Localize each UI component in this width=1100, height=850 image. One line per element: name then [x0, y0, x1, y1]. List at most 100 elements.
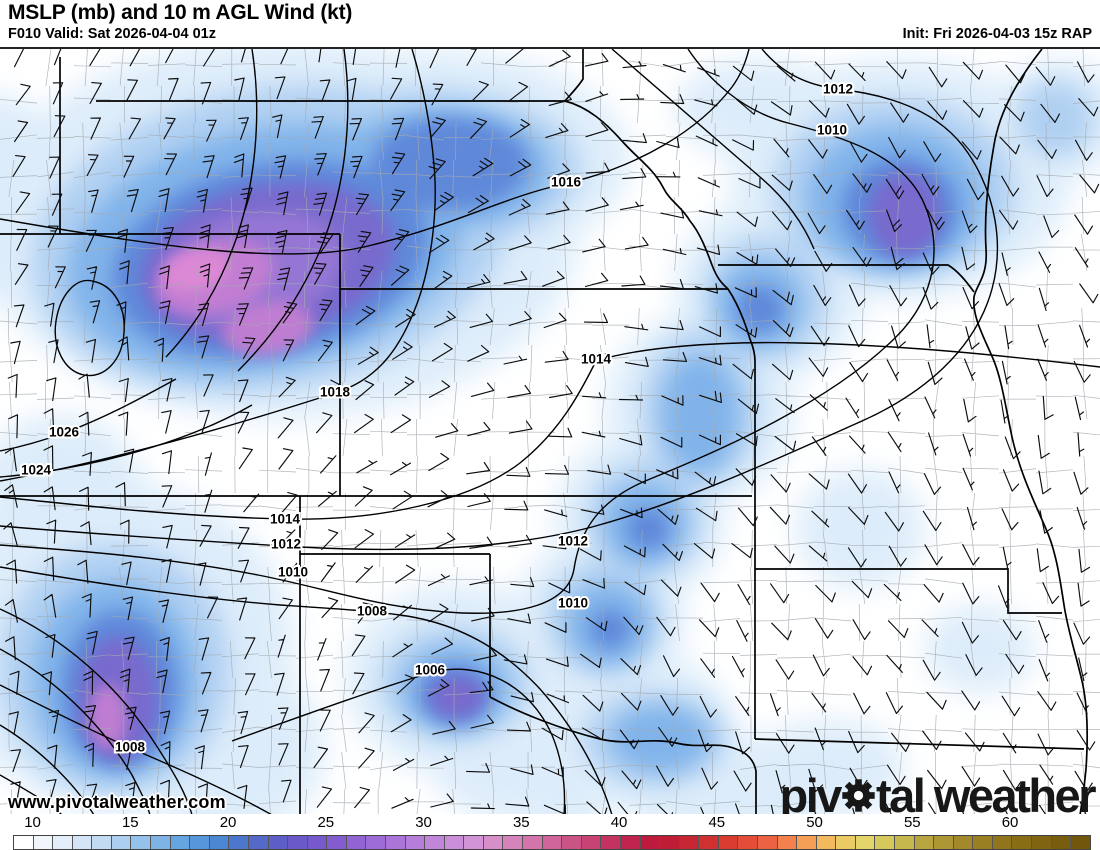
- colorbar-cell: [247, 836, 268, 849]
- pivotal-weather-logo: piv tal weather: [779, 768, 1097, 816]
- contour-label: 1010: [558, 596, 588, 611]
- contour-label: 1006: [415, 663, 446, 678]
- logo-text-right: tal weather: [875, 768, 1097, 816]
- colorbar-ticks: 10 15 20 25 30 35 40 45 50 55 60: [0, 814, 1100, 834]
- colorbar-cell: [952, 836, 973, 849]
- colorbar-cell: [306, 836, 327, 849]
- colorbar-cell: [287, 836, 307, 849]
- colorbar-cell: [52, 836, 72, 849]
- logo-text-left: piv: [779, 768, 843, 816]
- contour-label: 1018: [320, 385, 351, 400]
- county-grid-layer: [0, 49, 1100, 815]
- colorbar-cell: [522, 836, 542, 849]
- contour-label: 1026: [49, 425, 80, 440]
- colorbar-cell: [130, 836, 151, 849]
- watermark: www.pivotalweather.com: [8, 792, 226, 812]
- colorbar-tick: 55: [903, 814, 921, 831]
- map-canvas: 1016 1012 1010 1014 1018 1026 1024 1014 1012 1010…: [0, 47, 1100, 816]
- contour-label: 1012: [558, 534, 588, 549]
- wind-barbs-layer: [3, 49, 1100, 815]
- contour-label: 1024: [21, 463, 52, 478]
- colorbar-cell: [796, 836, 816, 849]
- colorbar-tick: 60: [1001, 814, 1019, 831]
- colorbar-cell: [698, 836, 718, 849]
- gear-icon: [840, 777, 877, 815]
- contour-label: 1014: [270, 512, 301, 527]
- colorbar-cell: [228, 836, 248, 849]
- colorbar-cell: [1050, 836, 1071, 849]
- colorbar-tick: 40: [610, 814, 628, 831]
- contour-label: 1012: [823, 82, 853, 97]
- colorbar-cell: [541, 836, 562, 849]
- colorbar-cell: [110, 836, 131, 849]
- colorbar-cell: [894, 836, 914, 849]
- contour-labels-layer: 1016 1012 1010 1014 1018 1026 1024 1014 1012 1010…: [19, 80, 855, 757]
- page-title: MSLP (mb) and 10 m AGL Wind (kt): [8, 1, 353, 24]
- colorbar-cell: [71, 836, 92, 849]
- colorbar-cells: [13, 835, 1091, 850]
- map-header: MSLP (mb) and 10 m AGL Wind (kt) F010 Va…: [0, 0, 1100, 47]
- contour-label: 1010: [278, 565, 308, 580]
- wind-speed-colorbar: 10 15 20 25 30 35 40 45 50 55 60: [0, 814, 1100, 850]
- colorbar-tick: 30: [415, 814, 432, 831]
- colorbar-cell: [874, 836, 895, 849]
- colorbar-cell: [150, 836, 170, 849]
- colorbar-tick: 35: [512, 814, 530, 831]
- colorbar-cell: [1070, 836, 1090, 849]
- colorbar-cell: [835, 836, 855, 849]
- colorbar-cell: [815, 836, 836, 849]
- contour-label: 1016: [551, 175, 582, 190]
- colorbar-cell: [619, 836, 640, 849]
- colorbar-cell: [561, 836, 581, 849]
- model-init-label: Init: Fri 2026-04-03 15z RAP: [902, 26, 1092, 42]
- colorbar-cell: [463, 836, 483, 849]
- colorbar-cell: [384, 836, 405, 849]
- colorbar-cell: [482, 836, 503, 849]
- colorbar-cell: [1031, 836, 1051, 849]
- colorbar-cell: [913, 836, 934, 849]
- colorbar-cell: [502, 836, 523, 849]
- colorbar-tick: 15: [121, 814, 139, 831]
- colorbar-cell: [32, 836, 53, 849]
- colorbar-cell: [169, 836, 190, 849]
- colorbar-cell: [991, 836, 1012, 849]
- colorbar-cell: [443, 836, 464, 849]
- contour-label: 1010: [817, 123, 847, 138]
- colorbar-cell: [189, 836, 209, 849]
- map-svg: 1016 1012 1010 1014 1018 1026 1024 1014 1012 1010…: [0, 49, 1100, 815]
- colorbar-cell: [933, 836, 953, 849]
- colorbar-tick: 25: [317, 814, 335, 831]
- colorbar-cell: [854, 836, 875, 849]
- header-subrow: F010 Valid: Sat 2026-04-04 01z Init: Fri…: [0, 26, 1100, 42]
- colorbar-cell: [267, 836, 288, 849]
- contour-label: 1014: [581, 352, 612, 367]
- colorbar-cell: [776, 836, 797, 849]
- colorbar-cell: [1011, 836, 1032, 849]
- contour-label: 1012: [271, 537, 301, 552]
- contour-label: 1008: [115, 740, 146, 755]
- colorbar-cell: [91, 836, 111, 849]
- colorbar-cell: [972, 836, 992, 849]
- contour-label: 1008: [357, 604, 388, 619]
- colorbar-cell: [345, 836, 366, 849]
- colorbar-cell: [639, 836, 660, 849]
- colorbar-cell: [678, 836, 699, 849]
- colorbar-cell: [756, 836, 777, 849]
- colorbar-cell: [424, 836, 444, 849]
- colorbar-tick: 10: [24, 814, 41, 831]
- colorbar-cell: [208, 836, 229, 849]
- colorbar-cell: [580, 836, 601, 849]
- colorbar-cell: [659, 836, 679, 849]
- colorbar-cell: [717, 836, 738, 849]
- colorbar-cell: [14, 836, 33, 849]
- colorbar-tick: 50: [806, 814, 823, 831]
- colorbar-cell: [404, 836, 425, 849]
- colorbar-cell: [326, 836, 346, 849]
- colorbar-cell: [365, 836, 385, 849]
- colorbar-tick: 20: [219, 814, 237, 831]
- colorbar-tick: 45: [708, 814, 726, 831]
- colorbar-cell: [737, 836, 757, 849]
- forecast-valid-label: F010 Valid: Sat 2026-04-04 01z: [8, 26, 216, 42]
- wind-shading-layer: [0, 49, 1100, 815]
